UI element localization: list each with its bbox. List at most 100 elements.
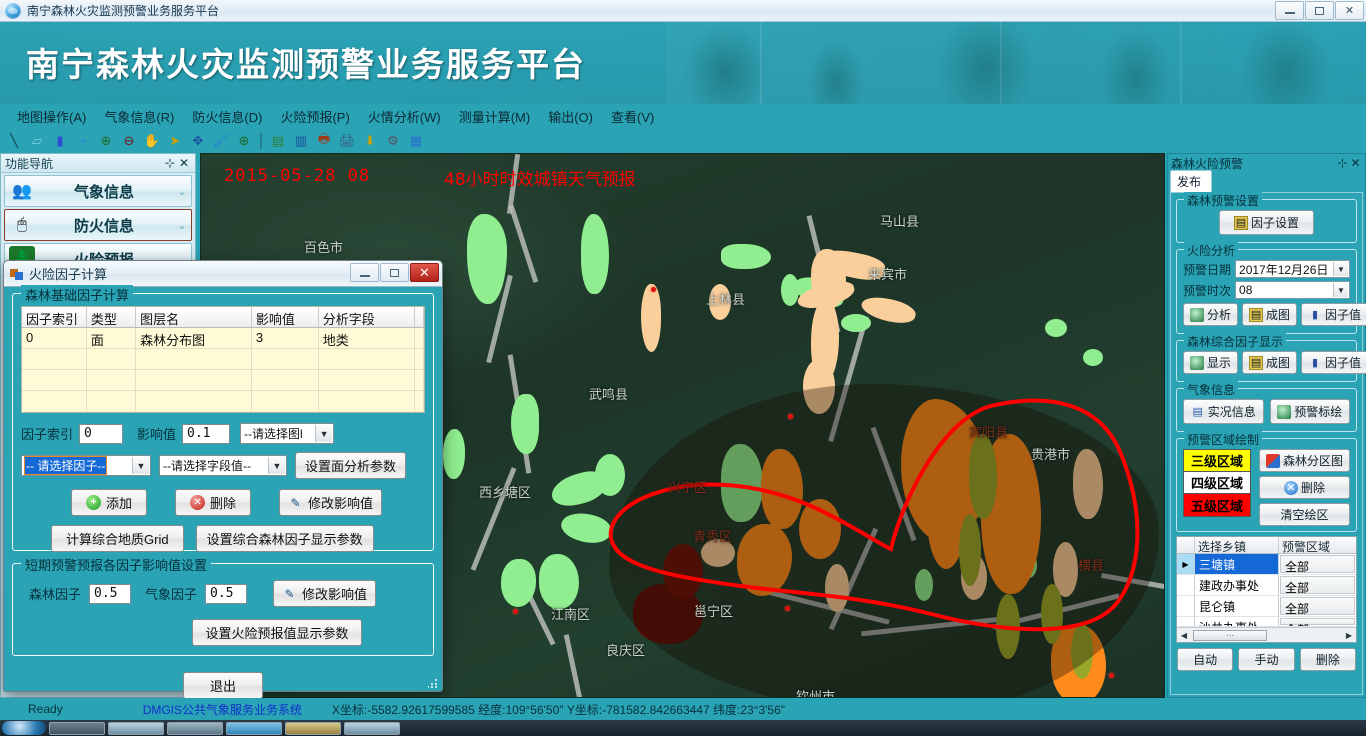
fire-point[interactable] [788,414,793,419]
factor-select-combo[interactable]: -- 请选择因子-- ▼ [21,455,151,476]
close-icon[interactable]: ✕ [178,156,190,170]
cell-warning-area[interactable]: 全部 [1280,597,1355,616]
warning-level-5[interactable]: 五级区域 [1184,494,1250,516]
show-button[interactable]: 显示 [1183,351,1239,374]
dialog-close-button[interactable]: ✕ [410,263,439,282]
taskbar-item[interactable] [344,721,400,735]
zoom-selection-icon[interactable]: ⊕ [238,133,250,148]
fire-point[interactable] [513,609,518,614]
full-extent-icon[interactable]: ✥ [192,133,204,148]
dialog-window-controls[interactable]: ✕ [350,263,439,282]
warning-level-list[interactable]: 三级区域 四级区域 五级区域 [1183,449,1251,517]
warning-date-combo[interactable]: 2017年12月26日 ▼ [1235,260,1350,278]
maximize-button[interactable] [1305,1,1334,20]
warning-level-3[interactable]: 三级区域 [1184,450,1250,472]
zoom-in-icon[interactable]: ⊕ [100,133,112,148]
add-button[interactable]: + 添加 [71,489,148,516]
chevron-down-icon[interactable]: ⌄ [173,253,191,266]
exit-button[interactable]: 退出 [182,672,263,699]
taskbar-item[interactable] [226,721,282,735]
factor-settings-button[interactable]: ▤ 因子设置 [1218,210,1314,235]
print-icon[interactable]: 🖶 [317,131,331,146]
menu-output[interactable]: 输出(O) [548,110,593,125]
chevron-down-icon[interactable]: ▼ [315,425,333,442]
status-system-link[interactable]: DMGIS公共气象服务业务系统 [142,702,303,717]
pin-icon[interactable]: ⊹ [1337,156,1348,170]
modify-impact-button[interactable]: ✎ 修改影响值 [279,489,383,516]
legend-icon[interactable]: ▥ [294,133,308,148]
warning-plot-button[interactable]: 预警标绘 [1269,399,1350,424]
factor-value-button[interactable]: ▮ 因子值 [1301,303,1366,326]
sidebar-item-fire-prevention[interactable]: 🖱 防火信息 ⌄ [4,209,192,241]
rectangle-tool-icon[interactable]: ▮ [56,133,64,148]
chevron-down-icon[interactable]: ▼ [1333,283,1348,297]
menu-view[interactable]: 查看(V) [611,110,655,125]
taskbar-item[interactable] [108,721,164,735]
grid-row[interactable] [22,370,424,391]
picture-icon[interactable]: ▦ [409,133,423,148]
impact-value-input[interactable] [182,423,231,444]
area-analysis-params-button[interactable]: 设置面分析参数 [295,452,407,479]
scrollbar-thumb[interactable]: ⋯ [1193,629,1267,641]
pan-hand-icon[interactable]: ✋ [143,133,161,148]
cell-warning-area[interactable]: 全部 [1280,618,1355,626]
calc-composite-grid-button[interactable]: 计算综合地质Grid [51,525,184,552]
layer-select-combo[interactable]: --请选择图l ▼ [240,423,335,444]
eraser-icon[interactable]: 🖌 [212,133,230,148]
warning-time-combo[interactable]: 08 ▼ [1235,281,1350,299]
chevron-down-icon[interactable]: ⌄ [177,185,187,198]
minimize-button[interactable] [1275,1,1304,20]
ellipse-tool-icon[interactable]: ◓ [79,133,87,149]
close-icon[interactable]: ✕ [1350,156,1361,170]
dialog-resize-grip[interactable] [428,678,438,688]
export-icon[interactable]: 🖨 [338,133,356,148]
delete-row-button[interactable]: 删除 [1299,648,1356,671]
grid-row[interactable] [22,349,424,370]
zoom-out-icon[interactable]: ⊖ [123,133,135,148]
window-controls[interactable]: ✕ [1275,1,1364,20]
short-term-modify-impact-button[interactable]: ✎ 修改影响值 [273,580,377,607]
auto-button[interactable]: 自动 [1177,648,1234,671]
scroll-left-icon[interactable]: ◀ [1180,630,1188,640]
line-tool-icon[interactable]: ╲ [10,133,18,148]
warning-level-4[interactable]: 四级区域 [1184,472,1250,494]
menu-weather-info[interactable]: 气象信息(R) [104,110,175,125]
fire-point[interactable] [1109,673,1114,678]
township-table[interactable]: 选择乡镇 预警区域 ▶ 三塘镇 全部 建政办事处 全部 昆仑镇 全部 [1176,536,1357,643]
table-row[interactable]: ▶ 三塘镇 全部 [1177,554,1356,575]
chevron-down-icon[interactable]: ▼ [268,457,285,474]
delete-button[interactable]: ✕ 删除 [175,489,252,516]
chevron-down-icon[interactable]: ▼ [1333,262,1348,276]
grid-row[interactable]: 0 面 森林分布图 3 地类 [22,328,424,349]
table-row[interactable]: 昆仑镇 全部 [1177,596,1356,617]
analyze-button[interactable]: 分析 [1183,303,1239,326]
factor-grid[interactable]: 因子索引 类型 图层名 影响值 分析字段 0 面 森林分布图 3 地类 [21,306,425,413]
taskbar-item[interactable] [285,721,341,735]
dialog-titlebar[interactable]: 火险因子计算 ✕ [4,261,442,287]
select-arrow-icon[interactable]: ➤ [169,133,181,148]
grid-row[interactable] [22,391,424,412]
manual-button[interactable]: 手动 [1238,648,1295,671]
download-icon[interactable]: ⬇ [364,133,376,148]
forest-factor-input[interactable] [89,583,132,604]
menu-fire-risk-forecast[interactable]: 火险预报(P) [280,110,350,125]
pin-icon[interactable]: ⊹ [164,156,176,170]
menu-fire-analysis[interactable]: 火情分析(W) [367,110,441,125]
risk-display-params-button[interactable]: 设置火险预报值显示参数 [192,619,362,646]
taskbar-item[interactable] [167,721,223,735]
settings-gear-icon[interactable]: ⚙ [387,133,399,148]
menu-map-operations[interactable]: 地图操作(A) [17,110,87,125]
taskbar-item[interactable] [49,721,105,735]
chevron-down-icon[interactable]: ⌄ [177,219,187,232]
menu-measure-calc[interactable]: 测量计算(M) [458,110,531,125]
dialog-maximize-button[interactable] [380,263,409,282]
polyline-tool-icon[interactable]: ▱ [32,133,42,148]
field-select-combo[interactable]: --请选择字段值-- ▼ [159,455,287,476]
image-layer-icon[interactable]: ▤ [271,133,285,148]
composite-make-map-button[interactable]: ▤ 成图 [1242,351,1298,374]
menu-fire-prevention[interactable]: 防火信息(D) [192,110,263,125]
fire-point[interactable] [785,606,790,611]
clear-drawing-button[interactable]: 清空绘区 [1258,503,1350,526]
start-button[interactable] [2,721,46,735]
scroll-right-icon[interactable]: ▶ [1345,630,1353,640]
